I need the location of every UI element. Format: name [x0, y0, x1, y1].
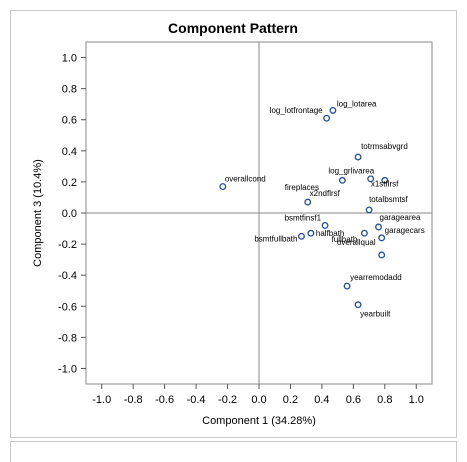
- data-point: [378, 234, 386, 242]
- point-label: log_grlivarea: [328, 166, 374, 175]
- data-point: [375, 223, 382, 231]
- x-tick-label: -0.6: [155, 394, 174, 406]
- y-tick-label: -1.0: [58, 363, 77, 375]
- y-tick-label: 0.4: [62, 146, 77, 158]
- reference-lines: [86, 42, 432, 384]
- data-point: [219, 183, 227, 191]
- y-axis-label: Component 3 (10.4%): [32, 159, 44, 267]
- point-label: overallqual: [337, 238, 376, 247]
- chart-title: Component Pattern: [168, 20, 298, 36]
- data-point: [343, 282, 351, 290]
- data-point: [365, 206, 373, 214]
- point-label: x1stflrsf: [371, 179, 399, 188]
- x-tick-label: -1.0: [92, 394, 111, 406]
- data-point: [329, 106, 337, 114]
- x-tick-label: 0.4: [314, 394, 329, 406]
- point-label: overallcond: [225, 175, 266, 184]
- data-point: [381, 176, 389, 184]
- y-tick-label: 1.0: [62, 53, 77, 65]
- chart-frame: [10, 10, 457, 438]
- point-label: log_lotarea: [337, 99, 377, 108]
- data-point: [304, 198, 312, 206]
- y-tick-label: 0.2: [62, 177, 77, 189]
- y-tick-label: 0.0: [62, 208, 77, 220]
- x-axis-label: Component 1 (34.28%): [202, 415, 316, 427]
- x-tick-label: 0.8: [377, 394, 392, 406]
- y-tick-label: 0.6: [62, 115, 77, 127]
- point-label: log_lotfrontage: [270, 106, 323, 115]
- data-point: [367, 175, 375, 183]
- y-tick-label: -0.4: [58, 270, 77, 282]
- data-point: [354, 153, 362, 161]
- scatter-chart: Component Pattern -1.0 -0.8 -0.6 -0.4 -0.2 0.…: [32, 20, 433, 427]
- data-point: [321, 221, 329, 229]
- x-axis-ticks: -1.0 -0.8 -0.6 -0.4 -0.2 0.0 0.2 0.4 0.6 0.8 1.0: [92, 384, 424, 406]
- point-label: garagearea: [380, 213, 421, 222]
- x-tick-label: -0.4: [187, 394, 206, 406]
- data-points: [219, 106, 389, 309]
- y-axis-ticks: 1.0 0.8 0.6 0.4 0.2 0.0 -0.2 -0.4 -0.6 -0.8 -1.0: [58, 53, 86, 375]
- y-tick-label: 0.8: [62, 84, 77, 96]
- x-tick-label: -0.2: [218, 394, 237, 406]
- point-label: totrmsabvgrd: [361, 142, 408, 151]
- data-point: [378, 251, 386, 259]
- x-tick-label: 1.0: [409, 394, 424, 406]
- x-tick-label: 0.0: [251, 394, 266, 406]
- data-point: [307, 229, 315, 237]
- point-label: x2ndflrsf: [310, 189, 341, 198]
- point-label: totalbsmtsf: [369, 195, 408, 204]
- point-label: bsmtfullbath: [254, 234, 297, 243]
- y-tick-label: -0.6: [58, 301, 77, 313]
- y-tick-label: -0.8: [58, 332, 77, 344]
- point-label: fireplaces: [285, 183, 319, 192]
- data-point: [323, 114, 331, 122]
- point-label: garagecars: [385, 226, 425, 235]
- point-labels: log_lotarea log_lotfrontage totrmsabvgrd lo…: [225, 99, 425, 318]
- point-label: bsmtfinsf1: [285, 213, 322, 222]
- x-tick-label: -0.8: [124, 394, 143, 406]
- data-point: [338, 176, 346, 184]
- point-label: halfbath: [316, 229, 344, 238]
- point-label: yearbuilt: [360, 310, 391, 319]
- y-tick-label: -0.2: [58, 239, 77, 251]
- point-label: fullbath: [332, 235, 358, 244]
- data-point: [298, 232, 305, 240]
- data-point: [354, 301, 362, 309]
- x-tick-label: 0.6: [346, 394, 361, 406]
- data-point: [360, 229, 368, 237]
- point-label: yearremodadd: [350, 273, 402, 282]
- x-tick-label: 0.2: [283, 394, 298, 406]
